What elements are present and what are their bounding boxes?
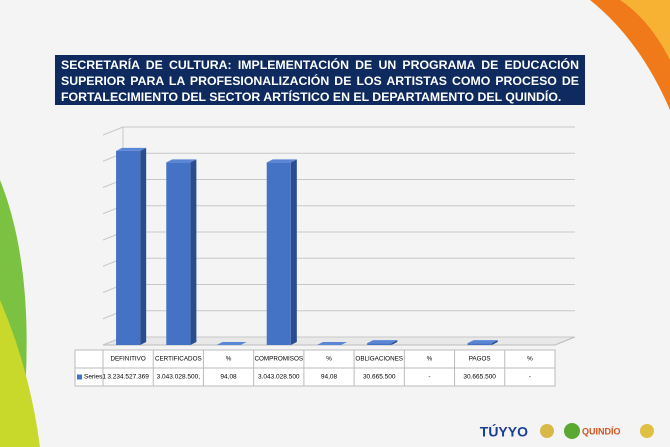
x-tick-label: %: [326, 356, 332, 363]
table-cell: -: [428, 374, 430, 381]
table-cell: 94,08: [321, 374, 338, 381]
logo-text: QUINDÍO: [582, 426, 621, 436]
table-cell: 3.234.527.369: [107, 374, 149, 381]
bar-face: [468, 343, 492, 345]
bar-face: [190, 159, 196, 345]
bar-face: [166, 162, 190, 345]
bar-face: [367, 343, 391, 345]
bar-face: [291, 159, 297, 345]
legend-swatch: [77, 375, 82, 380]
x-tick-label: %: [226, 356, 232, 363]
bar-face: [140, 148, 146, 345]
grid-line: [103, 127, 123, 135]
x-tick-label: COMPROMISOS: [254, 356, 303, 363]
table-cell: -: [529, 374, 531, 381]
table-cell: 3.043.028.500: [258, 374, 300, 381]
x-tick-label: OBLIGACIONES: [355, 356, 403, 363]
table-cell: 30.665.500: [363, 374, 396, 381]
x-tick-label: DEFINITIVO: [110, 356, 145, 363]
chart-title: SECRETARÍA DE CULTURA: IMPLEMENTACIÓN DE…: [55, 55, 585, 105]
logo-text: TÚYYO: [480, 423, 528, 440]
legend-label: Series1: [84, 374, 106, 381]
logo-icon: [540, 424, 554, 438]
x-tick-label: %: [527, 356, 533, 363]
x-tick-label: PAGOS: [469, 356, 491, 363]
bar-face: [116, 151, 140, 345]
table-cell: 94,08: [220, 374, 237, 381]
bar: [166, 159, 196, 345]
x-tick-label: %: [427, 356, 433, 363]
slide: TÚYYO QUINDÍO Series13.234.527.369 3.043.…: [0, 0, 670, 447]
table-cell: 30.665.500: [463, 374, 496, 381]
bar: [116, 148, 146, 345]
x-tick-label: CERTIFICADOS: [155, 356, 202, 363]
logo-icon: [640, 424, 654, 438]
table-cell: 3.043.028.500,: [157, 374, 201, 381]
bar-face: [267, 162, 291, 345]
logo-icon: [564, 423, 580, 439]
bar: [267, 159, 297, 345]
